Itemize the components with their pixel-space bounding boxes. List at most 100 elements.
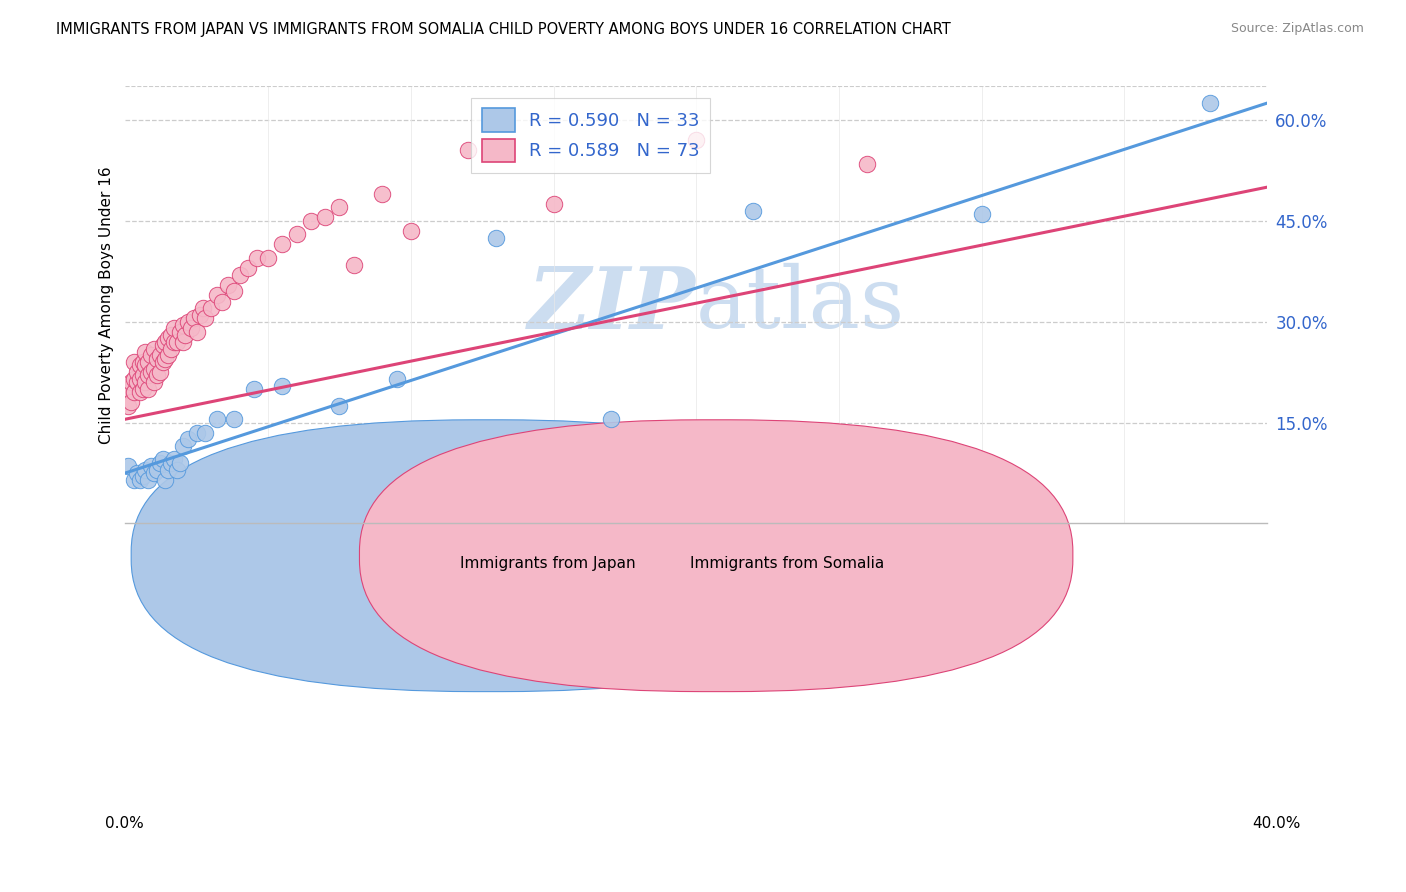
Point [183,311,205,326]
Point [177,315,200,329]
Point [243,382,266,396]
Point [343,258,366,272]
Point [131,382,153,396]
Point [157,331,180,345]
Point [169,456,191,470]
Point [141,459,163,474]
Point [122,372,145,386]
Text: IMMIGRANTS FROM JAPAN VS IMMIGRANTS FROM SOMALIA CHILD POVERTY AMONG BOYS UNDER : IMMIGRANTS FROM JAPAN VS IMMIGRANTS FROM… [56,22,950,37]
Text: Source: ZipAtlas.com: Source: ZipAtlas.com [1230,22,1364,36]
Point [271,378,294,392]
Point [152,338,174,352]
Point [160,456,183,470]
Point [143,342,166,356]
Point [143,361,166,376]
Point [177,433,200,447]
Legend: R = 0.590   N = 33, R = 0.589   N = 73: R = 0.590 N = 33, R = 0.589 N = 73 [471,97,710,173]
Point [1198,96,1220,111]
Point [117,459,139,474]
Point [155,473,177,487]
Point [134,462,156,476]
Point [205,412,228,426]
Point [149,456,172,470]
Point [157,348,180,362]
Point [125,365,148,379]
Point [134,345,156,359]
Point [172,439,194,453]
Point [134,375,156,389]
Point [155,351,177,366]
Point [328,200,350,214]
Point [146,351,169,366]
Point [186,325,208,339]
Point [131,355,153,369]
Point [399,224,422,238]
Point [152,452,174,467]
Point [186,425,208,440]
Point [257,251,280,265]
Point [134,359,156,373]
Point [149,348,172,362]
Point [172,334,194,349]
Point [299,214,322,228]
Point [970,207,993,221]
Point [205,287,228,301]
Text: atlas: atlas [696,263,905,346]
Point [128,372,150,386]
Point [328,399,350,413]
Point [211,294,233,309]
Point [120,395,142,409]
Point [136,473,159,487]
Point [143,375,166,389]
Point [160,342,183,356]
Point [222,285,245,299]
Point [136,355,159,369]
Point [742,203,765,218]
Point [163,321,186,335]
Point [117,382,139,396]
Point [385,372,408,386]
Point [166,462,188,476]
Point [271,237,294,252]
Point [122,385,145,400]
Point [157,462,180,476]
Point [128,385,150,400]
Point [485,230,508,244]
Point [166,334,188,349]
Point [217,277,239,292]
Text: 0.0%: 0.0% [105,816,145,831]
Point [685,133,707,147]
Point [169,325,191,339]
Point [128,359,150,373]
Point [122,355,145,369]
Point [543,197,565,211]
Text: 40.0%: 40.0% [1253,816,1301,831]
Point [155,334,177,349]
Point [174,328,197,343]
Point [146,462,169,476]
Point [371,186,394,201]
Point [125,466,148,480]
Y-axis label: Child Poverty Among Boys Under 16: Child Poverty Among Boys Under 16 [100,166,114,443]
Point [143,466,166,480]
Text: ZIP: ZIP [529,263,696,347]
Point [136,368,159,383]
FancyBboxPatch shape [360,420,1073,691]
Text: Immigrants from Japan: Immigrants from Japan [460,556,636,571]
Point [146,368,169,383]
Point [117,399,139,413]
Point [120,375,142,389]
Point [131,469,153,483]
Point [314,211,336,225]
Point [141,365,163,379]
Point [457,143,479,157]
Point [128,473,150,487]
Point [122,473,145,487]
Text: Immigrants from Somalia: Immigrants from Somalia [690,556,884,571]
Point [152,355,174,369]
Point [238,260,260,275]
FancyBboxPatch shape [131,420,845,691]
Point [856,156,879,170]
Point [180,321,202,335]
Point [141,348,163,362]
